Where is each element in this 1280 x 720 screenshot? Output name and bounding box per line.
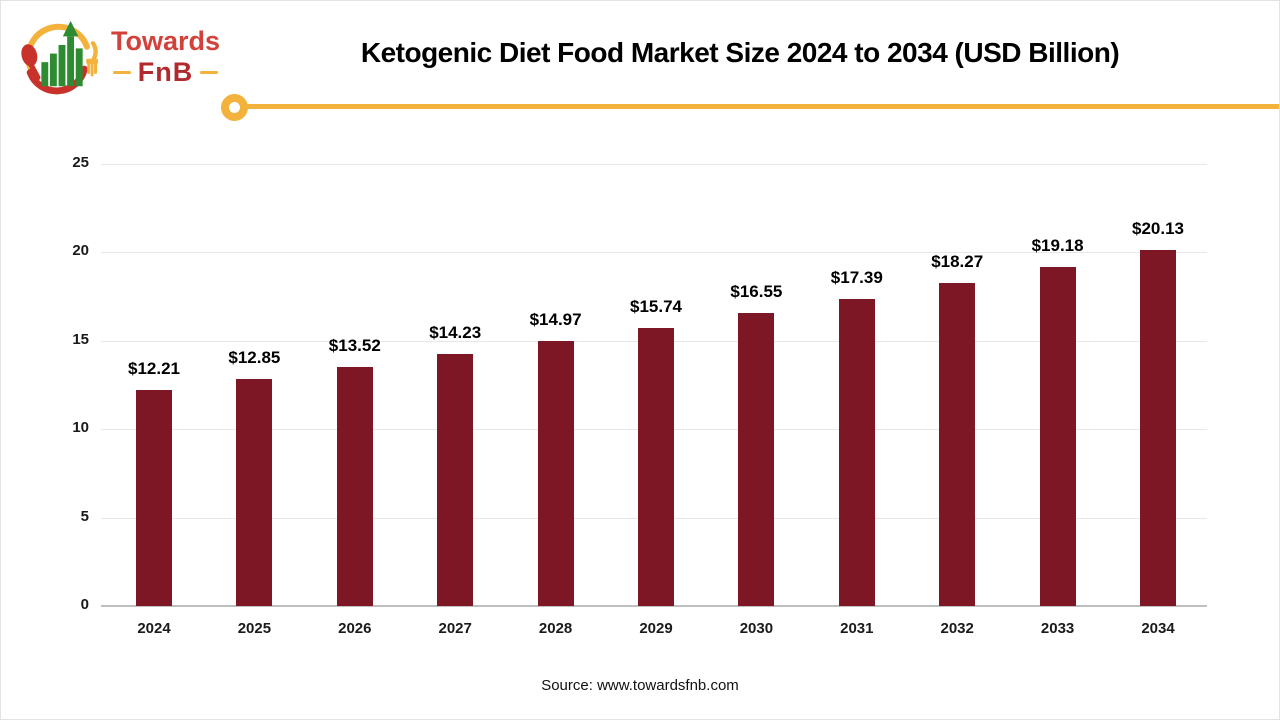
page-title: Ketogenic Diet Food Market Size 2024 to … (360, 37, 1120, 68)
brand-dash-right-icon (200, 71, 219, 74)
brand-logo-icon (21, 20, 99, 95)
bar-value-label: $17.39 (830, 267, 883, 287)
bar-2024 (136, 390, 172, 606)
bar-2027 (437, 354, 474, 606)
y-axis-tick-label: 5 (80, 507, 89, 525)
divider-dot-icon (221, 94, 248, 121)
brand-dash-left-icon (112, 71, 131, 74)
gridline (101, 252, 1207, 254)
bar-2032 (939, 282, 976, 606)
x-axis-tick-label: 2027 (438, 620, 472, 637)
bar-2034 (1140, 250, 1176, 606)
bar-2029 (638, 327, 674, 606)
brand-name-bottom: FnB (137, 57, 194, 87)
divider-line (247, 104, 1279, 109)
y-axis-tick-label: 10 (72, 419, 89, 437)
y-axis-tick-label: 15 (72, 330, 89, 348)
x-axis-tick-label: 2025 (237, 620, 272, 637)
brand-name-top: Towards (111, 26, 221, 56)
bar-2025 (236, 378, 273, 606)
bar-2030 (738, 313, 775, 606)
bar-value-label: $12.85 (228, 347, 281, 367)
bar-2028 (537, 341, 574, 606)
x-axis-tick-label: 2034 (1141, 620, 1175, 637)
bar-value-label: $13.52 (328, 335, 381, 355)
bar-value-label: $14.97 (529, 310, 582, 330)
x-axis-tick-label: 2029 (639, 620, 673, 637)
x-axis-tick-label: 2028 (538, 620, 573, 637)
source-text: Source: www.towardsfnb.com (541, 677, 739, 694)
gridline (101, 164, 1207, 165)
spoon-icon (21, 44, 41, 81)
bar-2026 (336, 366, 373, 606)
brand-logo: Towards FnB (19, 11, 239, 103)
x-axis-tick-label: 2030 (739, 620, 774, 637)
growth-bars-icon (41, 20, 83, 87)
x-axis-tick-label: 2032 (940, 620, 974, 637)
bar-2031 (838, 298, 875, 606)
y-axis-tick-label: 0 (80, 596, 89, 613)
brand-logo-text: Towards FnB (111, 28, 220, 86)
bar-value-label: $19.18 (1031, 235, 1084, 255)
bar-2033 (1039, 266, 1076, 606)
bar-value-label: $15.74 (630, 296, 682, 316)
y-axis-tick-label: 20 (72, 242, 89, 260)
bar-value-label: $18.27 (931, 251, 984, 271)
bar-value-label: $12.21 (128, 359, 180, 379)
x-axis-tick-label: 2031 (840, 620, 874, 637)
bar-value-label: $16.55 (730, 282, 783, 302)
x-axis-tick-label: 2033 (1040, 620, 1075, 637)
fork-icon (86, 41, 99, 77)
x-axis-line (101, 605, 1207, 607)
y-axis-tick-label: 25 (72, 154, 89, 171)
bar-value-label: $14.23 (429, 323, 482, 343)
x-axis-tick-label: 2026 (338, 620, 372, 637)
bar-value-label: $20.13 (1132, 219, 1184, 239)
x-axis-tick-label: 2024 (137, 620, 171, 637)
